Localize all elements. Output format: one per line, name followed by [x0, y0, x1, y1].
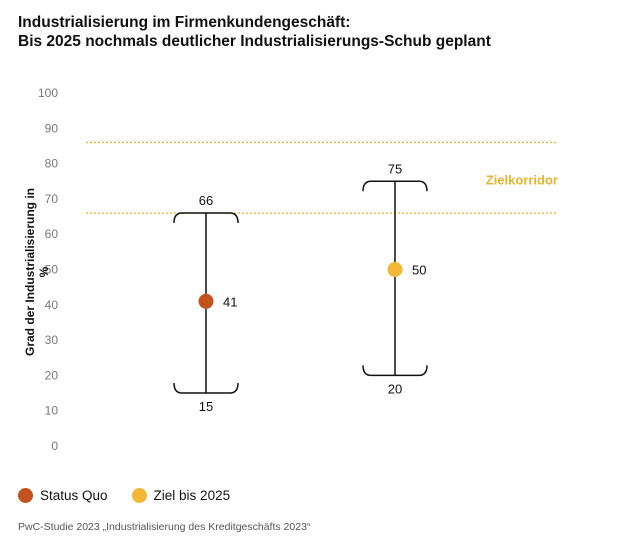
series-1-value-label: 41 — [223, 294, 237, 309]
series-2-value-label: 50 — [412, 263, 426, 278]
y-tick-label-30: 30 — [45, 333, 59, 347]
target-band-label: Zielkorridor — [486, 173, 558, 188]
y-tick-label-80: 80 — [45, 157, 59, 171]
legend-item-status-quo: Status Quo — [18, 488, 108, 503]
legend-label-status-quo: Status Quo — [40, 488, 108, 503]
range-chart: 0 10 20 30 40 50 60 70 80 90 100 Zielkorridor 66 15 41… — [38, 86, 558, 453]
y-tick-label-20: 20 — [45, 368, 59, 382]
source-note: PwC-Studie 2023 „Industrialisierung des … — [18, 521, 311, 533]
y-tick-label-50: 50 — [45, 263, 59, 277]
series-1-max-bracket — [173, 212, 239, 224]
series-1-min-bracket — [173, 383, 239, 394]
series-2-min-bracket — [362, 365, 428, 377]
title-line-1: Industrialisierung im Firmenkundengeschä… — [18, 14, 351, 31]
series-1-max-label: 66 — [199, 193, 213, 208]
y-tick-label-60: 60 — [45, 227, 59, 241]
series-2-value-point — [387, 262, 403, 277]
series-1-value-point — [198, 293, 214, 309]
legend-item-ziel-2025: Ziel bis 2025 — [131, 488, 231, 503]
series-1-min-label: 15 — [199, 399, 213, 414]
title-line-2: Bis 2025 nochmals deutlicher Industriali… — [18, 33, 491, 50]
y-tick-label-10: 10 — [45, 404, 59, 418]
y-tick-label-100: 100 — [38, 86, 58, 100]
legend: Status Quo Ziel bis 2025 — [18, 488, 254, 503]
series-2-min-label: 20 — [388, 381, 402, 396]
y-tick-label-70: 70 — [45, 192, 59, 206]
legend-swatch-ziel-2025 — [131, 488, 147, 503]
legend-label-ziel-2025: Ziel bis 2025 — [153, 488, 231, 503]
series-2-max-bracket — [362, 180, 428, 192]
chart-title: Industrialisierung im Firmenkundengeschä… — [18, 13, 491, 51]
y-axis-title: Grad der Industrialisierung in % — [23, 187, 51, 357]
y-tick-label-0: 0 — [51, 439, 58, 453]
legend-swatch-status-quo — [18, 488, 33, 503]
y-tick-label-90: 90 — [45, 121, 59, 135]
series-2-max-label: 75 — [388, 161, 402, 176]
y-tick-label-40: 40 — [45, 298, 59, 312]
